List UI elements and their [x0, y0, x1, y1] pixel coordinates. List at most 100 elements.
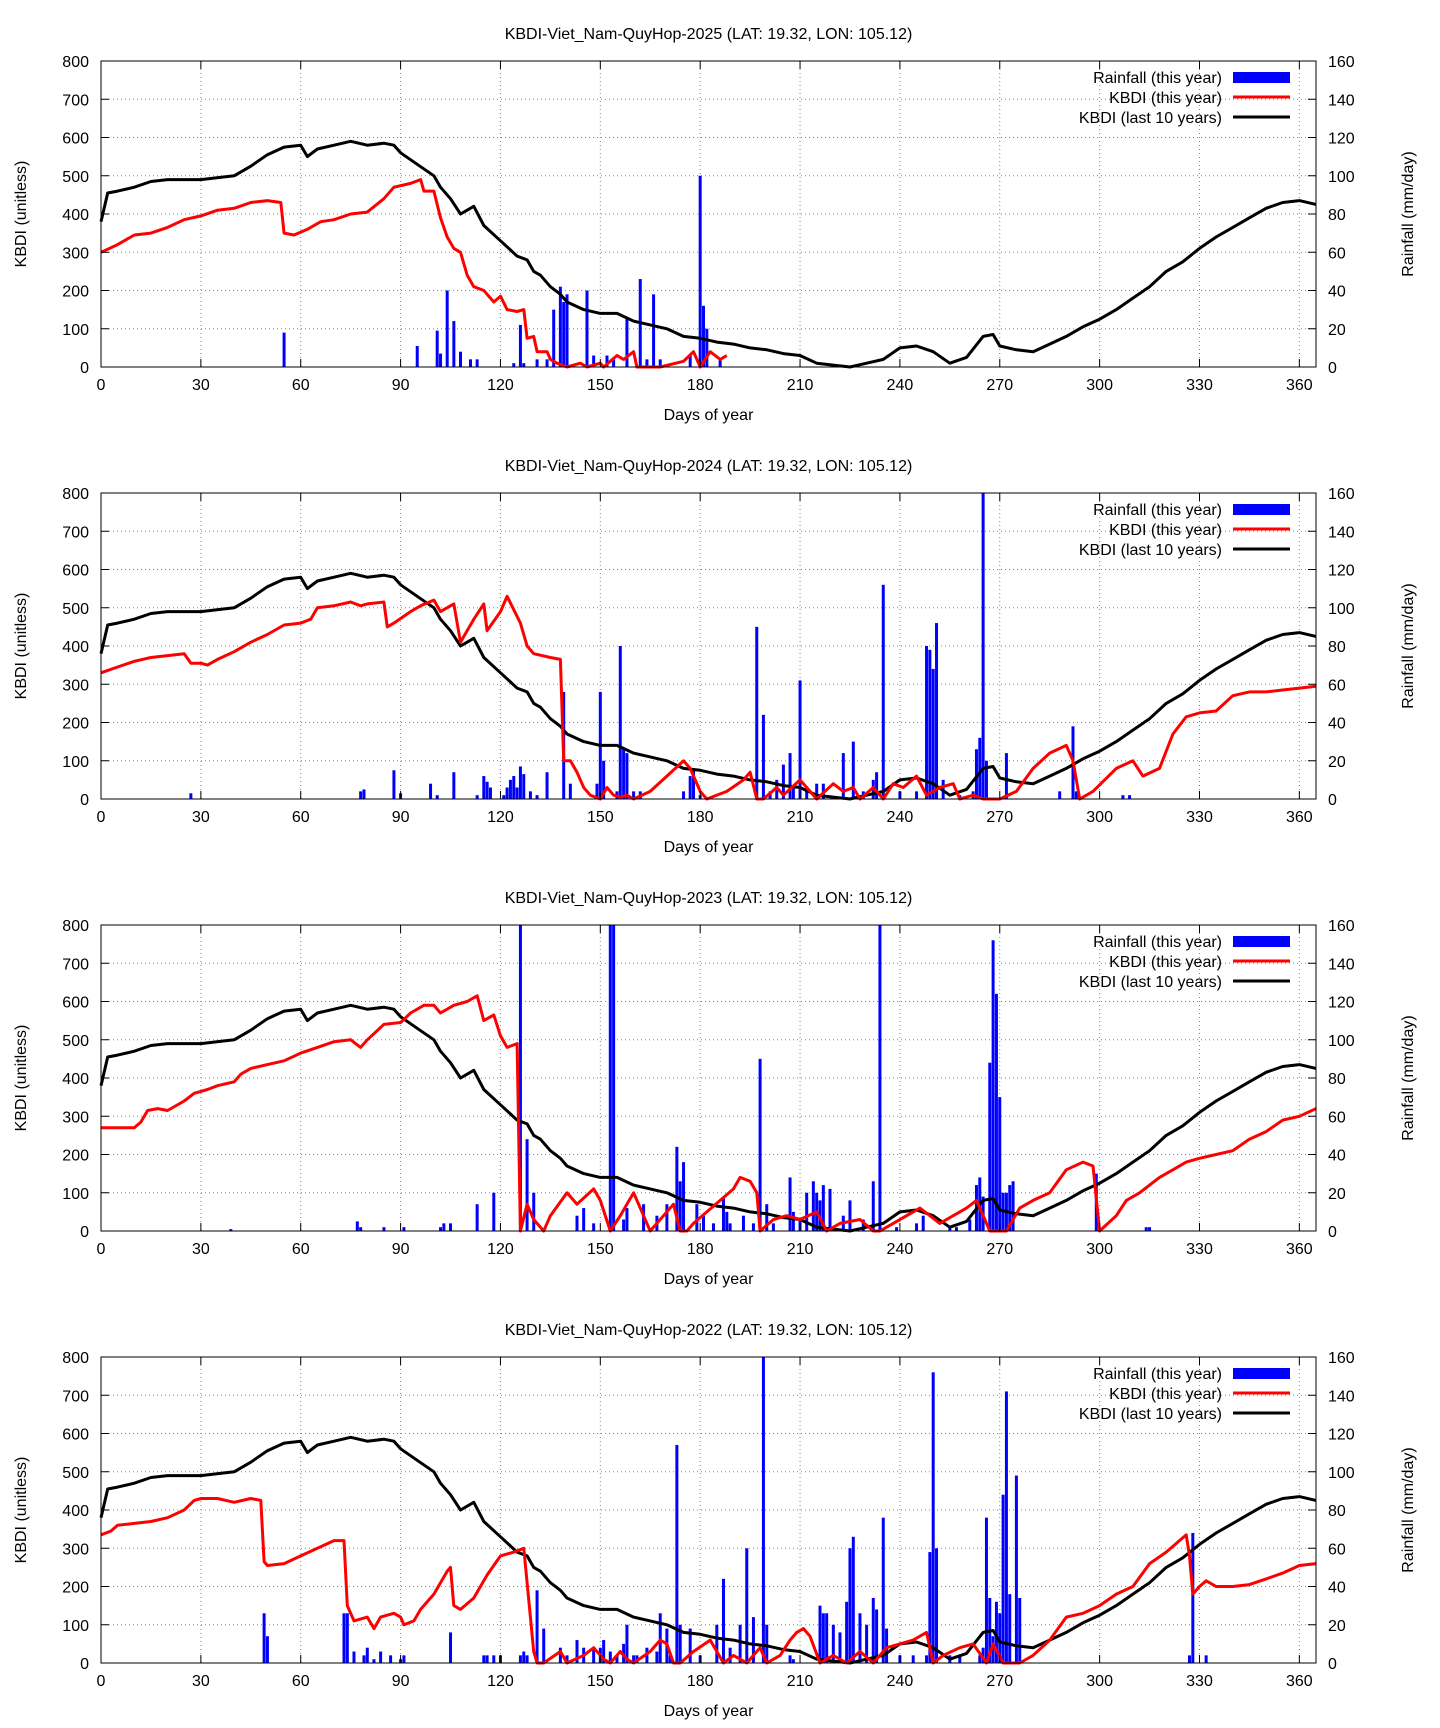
x-tick-label: 240	[887, 809, 914, 826]
rainfall-bar	[372, 1659, 376, 1663]
y-tick-label: 500	[62, 1033, 89, 1050]
rainfall-bar	[445, 290, 449, 367]
legend-swatch-rainfall	[1233, 504, 1290, 515]
rainfall-bar	[592, 355, 596, 367]
rainfall-bar	[518, 324, 522, 367]
y-tick-label: 600	[62, 131, 89, 148]
rainfall-bar	[791, 1211, 795, 1231]
rainfall-bar	[518, 925, 522, 1231]
rainfall-bar	[1128, 795, 1132, 799]
y2-tick-label: 20	[1328, 754, 1346, 771]
y-tick-label: 800	[62, 486, 89, 503]
rainfall-bar	[612, 359, 616, 367]
rainfall-bar	[728, 1647, 732, 1663]
y2-tick-label: 40	[1328, 284, 1346, 301]
rainfall-bar	[925, 1655, 929, 1663]
x-tick-label: 30	[192, 377, 210, 394]
rainfall-bar	[379, 1651, 383, 1663]
x-tick-label: 150	[587, 1673, 614, 1690]
rainfall-bar	[875, 772, 879, 799]
rainfall-bar	[515, 787, 519, 799]
y2-tick-label: 100	[1328, 601, 1355, 618]
rainfall-bar	[711, 1223, 715, 1231]
rainfall-bar	[741, 1215, 745, 1231]
x-tick-label: 120	[487, 809, 514, 826]
x-tick-label: 0	[97, 377, 106, 394]
rainfall-bar	[1008, 1594, 1012, 1663]
y2-tick-label: 140	[1328, 92, 1355, 109]
y2-tick-label: 60	[1328, 677, 1346, 694]
y2-tick-label: 0	[1328, 792, 1337, 809]
y2-tick-label: 80	[1328, 207, 1346, 224]
y-axis-label: KBDI (unitless)	[13, 593, 30, 700]
rainfall-bar	[725, 1211, 729, 1231]
rainfall-bar	[342, 1613, 346, 1663]
y-tick-label: 0	[80, 1656, 89, 1673]
kbdi-year-line	[100, 594, 1317, 801]
rainfall-bar	[359, 1227, 363, 1231]
rainfall-bar	[788, 753, 792, 799]
rainfall-bar	[998, 1613, 1002, 1663]
x-tick-label: 300	[1086, 377, 1113, 394]
y-tick-label: 800	[62, 918, 89, 935]
rainfall-bar	[449, 1632, 453, 1663]
y2-tick-label: 140	[1328, 1388, 1355, 1405]
rainfall-bar	[512, 363, 516, 367]
rainfall-bar	[525, 1655, 529, 1663]
y-tick-label: 200	[62, 1580, 89, 1597]
rainfall-bar	[848, 1548, 852, 1663]
rainfall-bar	[871, 1181, 875, 1231]
x-tick-label: 180	[687, 1673, 714, 1690]
y-tick-label: 300	[62, 1541, 89, 1558]
rainfall-bar	[502, 795, 506, 799]
rainfall-bar	[845, 1601, 849, 1663]
rainfall-bar	[365, 1647, 369, 1663]
y2-tick-label: 100	[1328, 1465, 1355, 1482]
rainfall-bar	[838, 1632, 842, 1663]
rainfall-bar	[755, 626, 759, 799]
rainfall-bar	[545, 359, 549, 367]
y-tick-label: 600	[62, 995, 89, 1012]
legend-label: Rainfall (this year)	[1093, 934, 1222, 951]
rainfall-bars	[262, 1357, 1208, 1663]
rainfall-bar	[728, 1223, 732, 1231]
rainfall-bar	[518, 1655, 522, 1663]
kbdi-year-line	[100, 178, 728, 369]
rainfall-bar	[392, 770, 396, 799]
x-tick-label: 60	[292, 1673, 310, 1690]
x-tick-label: 210	[787, 1241, 814, 1258]
rainfall-bar	[761, 714, 765, 799]
rainfall-bar	[751, 1617, 755, 1663]
rainfall-bar	[895, 1227, 899, 1231]
kbdi-10yr-line	[99, 571, 1317, 801]
rainfall-bar	[981, 1647, 985, 1663]
rainfall-bar	[442, 1223, 446, 1231]
y2-tick-label: 160	[1328, 1350, 1355, 1367]
rainfall-bar	[542, 1628, 546, 1663]
rainfall-bar	[692, 768, 696, 799]
rainfall-bar	[562, 301, 566, 367]
y-tick-label: 700	[62, 524, 89, 541]
rainfall-bar	[678, 1181, 682, 1231]
y-tick-label: 100	[62, 754, 89, 771]
y2-tick-label: 120	[1328, 1427, 1355, 1444]
rainfall-bar	[984, 1517, 988, 1663]
rainfall-bar	[761, 1357, 765, 1663]
y-tick-label: 500	[62, 601, 89, 618]
y2-tick-label: 100	[1328, 169, 1355, 186]
x-tick-label: 30	[192, 1673, 210, 1690]
rainfall-bar	[439, 353, 443, 367]
rainfall-bar	[658, 359, 662, 367]
y-tick-label: 300	[62, 677, 89, 694]
rainfall-bar	[488, 787, 492, 799]
rainfall-bar	[745, 1548, 749, 1663]
rainfall-bar	[452, 321, 456, 367]
rainfall-bar	[608, 925, 612, 1231]
x-tick-label: 240	[887, 1673, 914, 1690]
y2-tick-label: 20	[1328, 1186, 1346, 1203]
x-tick-label: 0	[97, 809, 106, 826]
chart-panel-2022: KBDI-Viet_Nam-QuyHop-2022 (LAT: 19.32, L…	[13, 1322, 1417, 1720]
rainfall-bar	[485, 1655, 489, 1663]
rainfall-bar	[841, 753, 845, 799]
